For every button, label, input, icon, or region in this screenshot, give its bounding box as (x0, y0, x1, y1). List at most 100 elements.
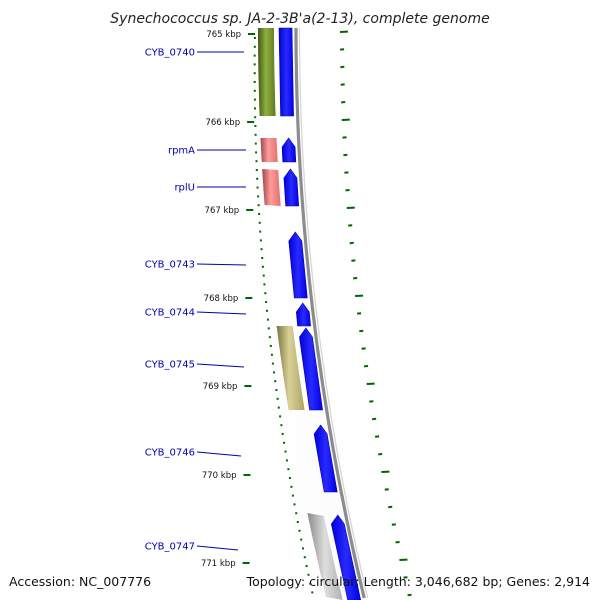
inner-scale-dot (300, 538, 303, 541)
cog-block-rpma[interactable] (260, 138, 278, 162)
cog-block-cyb0740[interactable] (258, 28, 276, 116)
scale-label: 770 kbp (202, 471, 237, 481)
inner-scale-dot (254, 107, 256, 110)
inner-scale-dot (253, 37, 256, 39)
inner-scale-dot (260, 248, 263, 251)
gene-arrow-cyb0747[interactable] (330, 514, 362, 600)
inner-scale-dot (284, 450, 287, 453)
gene-arrow-rpma[interactable] (281, 137, 297, 163)
inner-scale-dot (288, 477, 291, 479)
inner-scale-dot (266, 309, 268, 312)
map-title: Synechococcus sp. JA-2-3B'a(2-13), compl… (110, 11, 489, 27)
inner-scale-dot (255, 151, 258, 154)
inner-scale-dot (296, 521, 299, 523)
inner-scale-dot (270, 353, 273, 356)
gene-label[interactable]: rplU (174, 183, 195, 194)
gene-label-leader (196, 263, 247, 266)
gene-label[interactable]: CYB_0744 (145, 308, 195, 319)
scale-label: 769 kbp (203, 382, 238, 392)
inner-scale-dot (253, 54, 256, 57)
gene-label-leader (196, 363, 245, 368)
inner-scale-dot (275, 389, 278, 391)
gene-arrow-rplu[interactable] (283, 168, 300, 207)
inner-scale-dot (257, 195, 260, 198)
inner-scale-dot (274, 380, 277, 383)
inner-scale-dot (302, 547, 304, 550)
inner-scale-dot (293, 503, 296, 506)
scale-label: 768 kbp (204, 294, 239, 304)
backbone-highlight (298, 28, 369, 599)
scale-label: 765 kbp (206, 30, 241, 40)
gene-arrow-cyb0745[interactable] (299, 327, 323, 411)
inner-scale-dot (258, 213, 261, 215)
inner-scale-dot (266, 318, 269, 321)
inner-scale-dot (253, 72, 256, 75)
inner-scale-dot (283, 441, 286, 444)
inner-scale-dot (281, 433, 284, 435)
inner-scale-dot (276, 397, 279, 400)
inner-scale-dot (253, 98, 256, 101)
inner-scale-dot (261, 257, 264, 259)
gene-label[interactable]: CYB_0745 (145, 360, 195, 371)
topology-text: Topology: circular; Length: 3,046,682 bp… (246, 574, 590, 589)
inner-scale-dot (305, 565, 308, 567)
inner-scale-dot (253, 63, 256, 66)
inner-scale-dot (259, 230, 262, 233)
inner-scale-dot (311, 591, 314, 594)
cog-block-cyb0745[interactable] (276, 326, 305, 410)
inner-scale-dot (254, 133, 257, 136)
gene-label-leader (196, 311, 247, 315)
inner-scale-dot (265, 301, 268, 303)
inner-scale-dot (262, 274, 265, 277)
inner-scale-dot (277, 406, 280, 409)
inner-scale-dot (298, 529, 301, 532)
gene-arrow-cyb0746[interactable] (313, 424, 338, 493)
inner-scale-dot (253, 45, 256, 48)
inner-scale-dot (253, 89, 256, 92)
inner-scale-dot (268, 336, 271, 339)
inner-scale-dot (254, 125, 257, 127)
inner-scale-dot (258, 221, 261, 224)
scale-label: 767 kbp (205, 206, 240, 216)
gene-label-leader (196, 545, 239, 551)
inner-scale-dot (255, 169, 258, 171)
gene-arrow-cyb0743[interactable] (288, 231, 308, 299)
gene-label[interactable]: CYB_0743 (145, 260, 195, 271)
inner-scale-dot (303, 556, 306, 559)
scale-label: 766 kbp (205, 118, 240, 128)
inner-scale-dot (261, 265, 264, 268)
inner-scale-dot (263, 283, 266, 286)
inner-scale-dot (253, 81, 256, 83)
inner-scale-dot (259, 239, 262, 242)
inner-scale-dot (264, 292, 267, 295)
gene-label[interactable]: CYB_0746 (145, 448, 195, 459)
inner-scale-dot (273, 371, 275, 374)
inner-scale-dot (255, 160, 258, 163)
gene-label[interactable]: rpmA (168, 146, 195, 157)
inner-scale-dot (307, 573, 310, 576)
cog-block-cyb0747[interactable] (307, 513, 343, 600)
inner-scale-dot (256, 186, 259, 189)
inner-scale-dot (256, 177, 259, 180)
inner-scale-dot (257, 204, 260, 207)
gene-arrow-cyb0740[interactable] (278, 27, 294, 117)
gene-label[interactable]: CYB_0747 (145, 542, 195, 553)
gene-label-leader (196, 451, 242, 457)
inner-scale-dot (290, 485, 293, 488)
inner-scale-dot (269, 345, 272, 347)
inner-scale-dot (280, 424, 283, 427)
inner-scale-dot (295, 512, 298, 515)
backbone-arc (294, 28, 366, 599)
scale-label: 771 kbp (201, 559, 236, 569)
inner-scale-dot (267, 327, 270, 330)
gene-label[interactable]: CYB_0740 (145, 48, 195, 59)
accession-text: Accession: NC_007776 (9, 574, 151, 589)
inner-scale-dot (291, 494, 294, 497)
gene-arrow-cyb0744[interactable] (295, 302, 311, 327)
inner-scale-dot (254, 142, 257, 145)
cog-block-rplu[interactable] (262, 169, 281, 206)
inner-scale-dot (279, 415, 282, 418)
inner-scale-dot (285, 459, 288, 462)
